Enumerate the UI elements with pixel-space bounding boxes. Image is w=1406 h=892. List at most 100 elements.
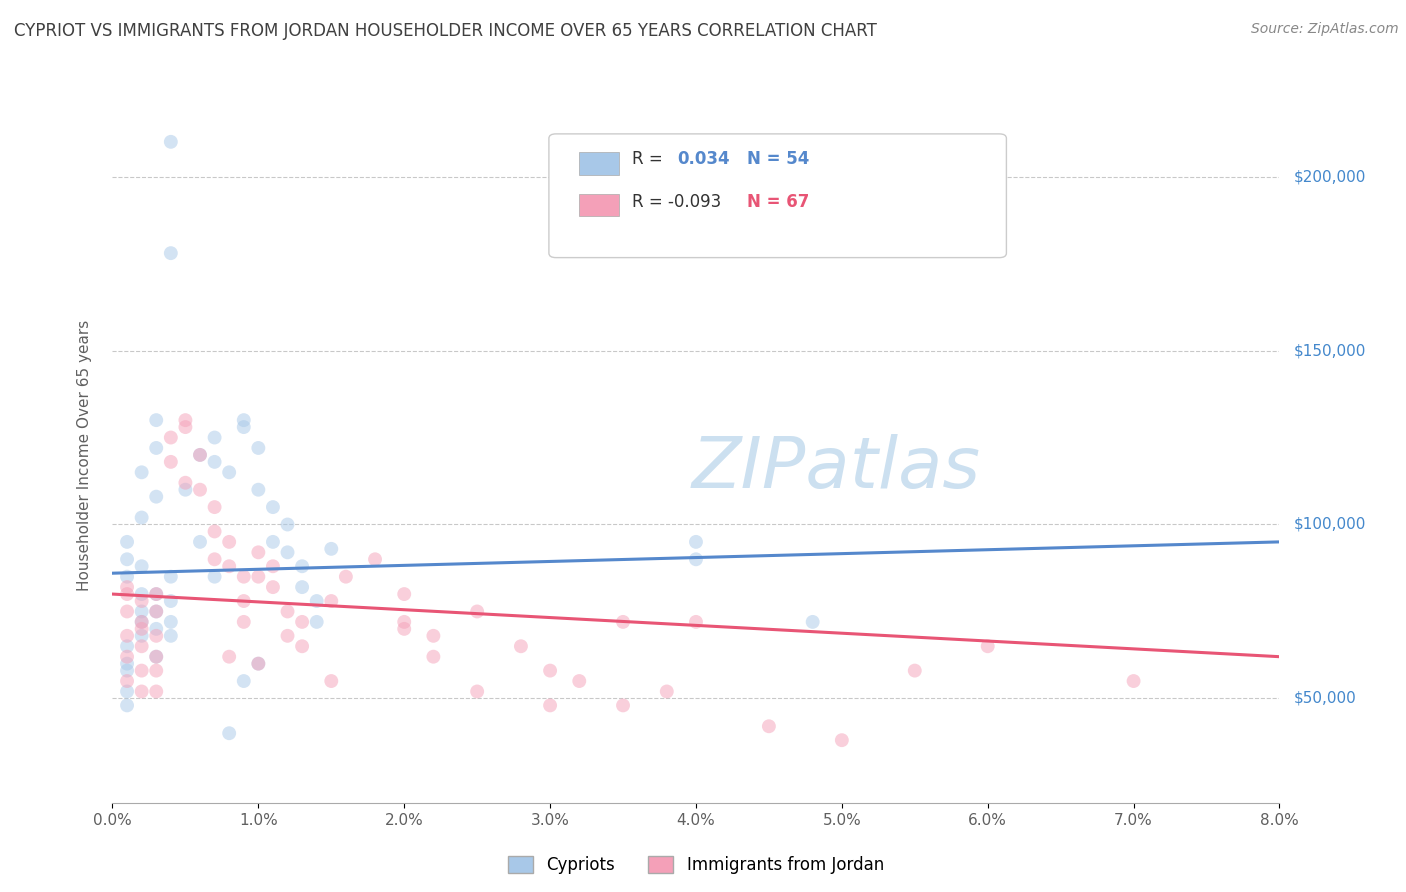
Point (262, 559, 284, 574)
Point (218, 649, 240, 664)
Point (115, 698, 138, 713)
Point (335, 570, 357, 584)
Point (145, 649, 167, 664)
Point (232, 570, 254, 584)
Point (247, 570, 270, 584)
Point (145, 441, 167, 455)
Point (976, 639, 998, 653)
Point (115, 664, 138, 678)
Point (655, 684, 678, 698)
Text: R = -0.093: R = -0.093 (631, 194, 721, 211)
Point (115, 534, 138, 549)
Text: R =: R = (631, 150, 668, 169)
Point (801, 615, 824, 629)
Point (321, 594, 343, 608)
Point (392, 587, 416, 601)
Point (131, 466, 153, 480)
Point (188, 534, 211, 549)
Point (218, 466, 240, 480)
Point (160, 430, 183, 444)
Point (276, 545, 298, 559)
Point (904, 664, 927, 678)
Text: N = 67: N = 67 (747, 194, 810, 211)
Point (247, 545, 270, 559)
Text: Source: ZipAtlas.com: Source: ZipAtlas.com (1251, 22, 1399, 37)
Point (174, 475, 197, 490)
Point (145, 629, 167, 643)
Point (465, 605, 488, 619)
Point (204, 552, 226, 566)
Point (204, 524, 226, 539)
Point (276, 517, 298, 532)
Point (115, 684, 138, 698)
Point (115, 605, 138, 619)
Point (174, 420, 197, 434)
Point (291, 615, 314, 629)
Point (321, 541, 343, 556)
Point (145, 490, 167, 504)
Point (145, 664, 167, 678)
Point (305, 594, 328, 608)
Point (204, 570, 226, 584)
Point (232, 420, 254, 434)
Point (262, 580, 284, 594)
Point (145, 605, 167, 619)
Point (145, 684, 167, 698)
Point (685, 534, 707, 549)
Point (131, 664, 153, 678)
Point (465, 684, 488, 698)
Point (247, 657, 270, 671)
Point (115, 580, 138, 594)
Point (392, 615, 416, 629)
Point (115, 552, 138, 566)
Y-axis label: Householder Income Over 65 years: Householder Income Over 65 years (77, 319, 91, 591)
Point (115, 629, 138, 643)
Point (131, 684, 153, 698)
Text: $200,000: $200,000 (1294, 169, 1365, 184)
Point (204, 500, 226, 514)
Point (685, 552, 707, 566)
Point (131, 559, 153, 574)
Point (131, 605, 153, 619)
Point (174, 483, 197, 497)
Point (509, 639, 531, 653)
Point (685, 615, 707, 629)
Point (291, 639, 314, 653)
Point (204, 455, 226, 469)
Point (1122, 674, 1144, 689)
Point (276, 629, 298, 643)
Point (262, 534, 284, 549)
Point (392, 622, 416, 636)
Point (115, 674, 138, 689)
Point (321, 674, 343, 689)
Point (204, 430, 226, 444)
Point (305, 615, 328, 629)
Point (131, 639, 153, 653)
Point (160, 246, 183, 260)
Text: N = 54: N = 54 (747, 150, 810, 169)
Text: $50,000: $50,000 (1294, 691, 1357, 706)
Point (232, 413, 254, 427)
Text: CYPRIOT VS IMMIGRANTS FROM JORDAN HOUSEHOLDER INCOME OVER 65 YEARS CORRELATION C: CYPRIOT VS IMMIGRANTS FROM JORDAN HOUSEH… (14, 22, 877, 40)
Point (364, 552, 387, 566)
Point (145, 649, 167, 664)
Point (145, 587, 167, 601)
Point (232, 594, 254, 608)
Point (291, 580, 314, 594)
Point (160, 615, 183, 629)
Point (422, 649, 444, 664)
Point (145, 587, 167, 601)
Point (831, 733, 853, 747)
Point (232, 615, 254, 629)
Point (422, 629, 444, 643)
Text: 0.034: 0.034 (676, 150, 730, 169)
Point (145, 605, 167, 619)
Point (218, 534, 240, 549)
Point (758, 719, 780, 733)
Point (131, 615, 153, 629)
Point (188, 483, 211, 497)
Point (160, 570, 183, 584)
Point (232, 674, 254, 689)
Point (538, 698, 561, 713)
Point (131, 587, 153, 601)
